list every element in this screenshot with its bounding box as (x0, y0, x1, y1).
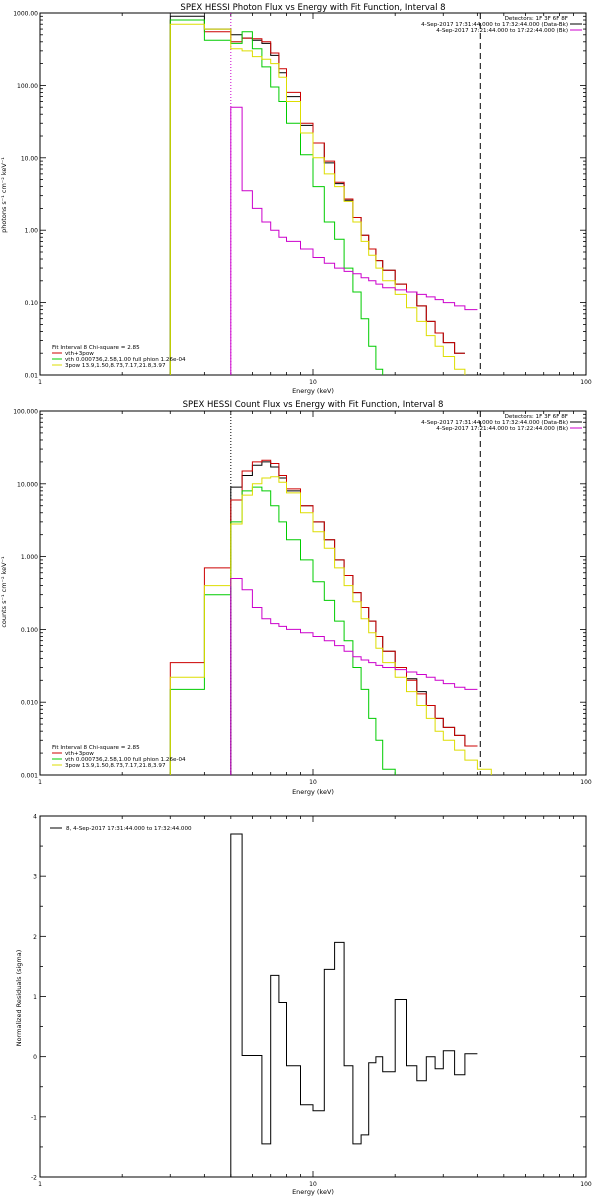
series-line (230, 461, 478, 775)
residuals-xlabel: Energy (keV) (292, 1188, 334, 1196)
count-flux-legend-bottom: Fit Interval 8 Chi-square = 2.85vth+3pow… (52, 745, 186, 769)
legend-entry: 4-Sep-2017 17:31:44.000 to 17:32:44.000 … (421, 420, 568, 426)
y-tick-label: 1 (33, 994, 37, 1001)
residuals-ylabel: Normalized Residuals (sigma) (15, 950, 23, 1047)
residuals-y-ticks: -2 -1 0 1 2 3 4 (31, 814, 586, 1182)
photon-flux-title: SPEX HESSI Photon Flux vs Energy with Fi… (180, 3, 445, 13)
photon-flux-legend-bottom: Fit Interval 8 Chi-square = 2.85vth+3pow… (52, 345, 186, 369)
legend-entry: Fit Interval 8 Chi-square = 2.85 (52, 345, 140, 351)
legend-entry: 8, 4-Sep-2017 17:31:44.000 to 17:32:44.0… (66, 826, 192, 832)
x-tick-label: 10 (309, 779, 317, 786)
series-line (230, 106, 478, 375)
photon-flux-legend-top: Detectors: 1F 3F 6F 8F4-Sep-2017 17:31:4… (421, 16, 582, 34)
photon-flux-x-ticks: 1 10 100 (38, 13, 592, 386)
series-line (169, 19, 384, 375)
series-line (169, 459, 478, 775)
y-tick-label: 10.000 (17, 481, 38, 488)
y-tick-label: 100.000 (13, 409, 38, 416)
y-tick-label: 1.000 (21, 554, 38, 561)
legend-entry: vth+3pow (65, 351, 94, 357)
y-tick-label: 0 (33, 1054, 37, 1061)
series-line (169, 19, 465, 375)
y-tick-label: 1.00 (25, 228, 39, 235)
legend-entry: 4-Sep-2017 17:21:44.000 to 17:22:44.000 … (436, 28, 568, 34)
series-line (230, 578, 478, 775)
count-flux-x-ticks: 1 10 100 (38, 411, 592, 786)
legend-entry: 3pow 13.9,1.50,8.73,7.17,21.8,3.97 (65, 363, 166, 369)
series-line (230, 833, 478, 1177)
residuals-series (230, 833, 478, 1177)
y-tick-label: 0.01 (25, 373, 39, 380)
residuals-legend: 8, 4-Sep-2017 17:31:44.000 to 17:32:44.0… (50, 826, 192, 832)
count-flux-panel: SPEX HESSI Count Flux vs Energy with Fit… (0, 400, 592, 796)
y-tick-label: 10.00 (21, 155, 38, 162)
y-tick-label: 0.001 (21, 773, 38, 780)
y-tick-label: -2 (31, 1175, 37, 1182)
count-flux-frame (39, 410, 587, 776)
y-tick-label: 2 (33, 934, 37, 941)
x-tick-label: 100 (580, 379, 592, 386)
x-tick-label: 1 (38, 1181, 42, 1188)
photon-flux-xlabel: Energy (keV) (292, 387, 334, 395)
count-flux-y-ticks: 0.001 0.010 0.100 1.000 10.000 100.000 (13, 409, 586, 780)
residuals-frame (39, 815, 587, 1178)
x-tick-label: 10 (309, 1181, 317, 1188)
y-tick-label: 0.10 (25, 300, 39, 307)
legend-entry: 4-Sep-2017 17:31:44.000 to 17:32:44.000 … (421, 22, 568, 28)
count-flux-series (169, 459, 492, 775)
series-line (169, 23, 466, 375)
x-tick-label: 100 (580, 779, 592, 786)
legend-entry: 3pow 13.9,1.50,8.73,7.17,21.8,3.97 (65, 763, 166, 769)
photon-flux-frame (39, 12, 587, 376)
count-flux-ylabel: counts s⁻¹ cm⁻² keV⁻¹ (0, 556, 8, 628)
residuals-x-ticks: 1 10 100 (38, 816, 592, 1188)
y-tick-label: 0.100 (21, 627, 38, 634)
legend-entry: vth 0.000736,2.58,1.00 full phion 1.26e-… (65, 357, 186, 363)
x-tick-label: 1 (38, 779, 42, 786)
legend-entry: 4-Sep-2017 17:21:44.000 to 17:22:44.000 … (436, 426, 568, 432)
series-line (169, 486, 396, 775)
legend-entry: Detectors: 1F 3F 6F 8F (505, 16, 568, 22)
legend-entry: Fit Interval 8 Chi-square = 2.85 (52, 745, 140, 751)
y-tick-label: 4 (33, 814, 37, 821)
y-tick-label: 1000.00 (13, 11, 38, 18)
x-tick-label: 100 (580, 1181, 592, 1188)
series-line (169, 15, 465, 375)
x-tick-label: 1 (38, 379, 42, 386)
photon-flux-y-ticks: 0.01 0.10 1.00 10.00 100.00 1000.00 (13, 11, 586, 380)
photon-flux-series (169, 15, 478, 375)
legend-entry: Detectors: 1F 3F 6F 8F (505, 414, 568, 420)
x-tick-label: 10 (309, 379, 317, 386)
legend-entry: vth 0.000736,2.58,1.00 full phion 1.26e-… (65, 757, 186, 763)
y-tick-label: -1 (31, 1114, 37, 1121)
y-tick-label: 100.00 (17, 83, 38, 90)
residuals-panel: Energy (keV) Normalized Residuals (sigma… (15, 814, 592, 1197)
count-flux-legend-top: Detectors: 1F 3F 6F 8F4-Sep-2017 17:31:4… (421, 414, 582, 432)
y-tick-label: 3 (33, 874, 37, 881)
count-flux-title: SPEX HESSI Count Flux vs Energy with Fit… (183, 400, 444, 410)
legend-entry: vth+3pow (65, 751, 94, 757)
series-line (169, 476, 492, 775)
photon-flux-panel: SPEX HESSI Photon Flux vs Energy with Fi… (0, 3, 592, 395)
photon-flux-ylabel: photons s⁻¹ cm⁻² keV⁻¹ (0, 157, 8, 233)
y-tick-label: 0.010 (21, 700, 38, 707)
count-flux-xlabel: Energy (keV) (292, 788, 334, 796)
